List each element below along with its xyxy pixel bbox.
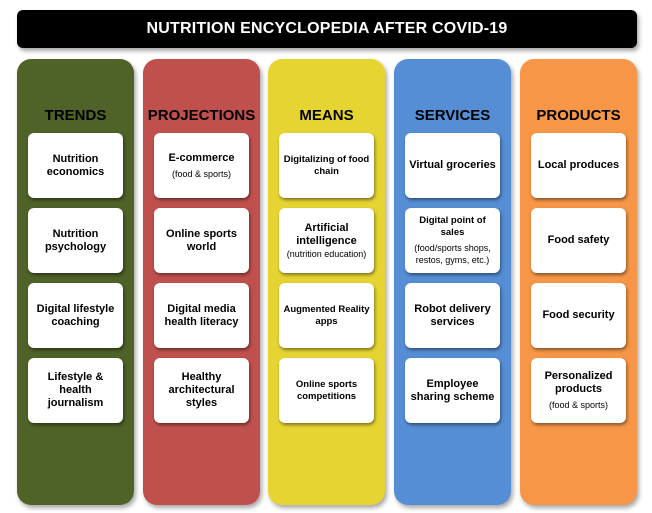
- card: Local produces: [531, 133, 626, 198]
- card-label: Robot delivery services: [414, 302, 491, 328]
- card: Robot delivery services: [405, 283, 500, 348]
- card-label: Digitalizing of food chain: [283, 153, 370, 177]
- card: Food safety: [531, 208, 626, 273]
- card-sublabel: (food/sports shops, restos, gyms, etc.): [414, 243, 491, 265]
- card-label: Food security: [542, 309, 615, 321]
- diagram-title: NUTRITION ENCYCLOPEDIA AFTER COVID-19: [17, 10, 637, 48]
- card-label: E-commerce: [168, 151, 235, 164]
- card: Digital media health literacy: [154, 283, 249, 348]
- card: Online sports world: [154, 208, 249, 273]
- card: Artificial intelligence (nutrition educat…: [279, 208, 374, 273]
- card-sublabel: (nutrition education): [286, 248, 367, 259]
- card-label: Healthy architectural styles: [168, 371, 235, 409]
- card-label: Food safety: [547, 234, 610, 246]
- card: Digital lifestyle coaching: [28, 283, 123, 348]
- column-title: PROJECTIONS: [147, 107, 256, 124]
- column-title: PRODUCTS: [536, 107, 621, 124]
- card-label: Online sports competitions: [295, 378, 358, 402]
- card-label: Lifestyle & health journalism: [47, 371, 104, 409]
- card-label: Personalized products: [544, 370, 613, 395]
- card: Nutrition economics: [28, 133, 123, 198]
- card-label: Nutrition psychology: [44, 227, 107, 253]
- card: Virtual groceries: [405, 133, 500, 198]
- card-label: Local produces: [537, 159, 620, 171]
- card: Lifestyle & health journalism: [28, 358, 123, 423]
- column-means: MEANSIIIDigitalizing of food chainArtifi…: [268, 59, 385, 505]
- card: E-commerce (food & sports): [154, 133, 249, 198]
- card-label: Digital point of sales: [419, 215, 486, 238]
- card-label: Digital lifestyle coaching: [36, 302, 115, 328]
- column-title: TRENDS: [44, 107, 107, 124]
- card-label: Augmented Reality apps: [283, 303, 370, 327]
- card: Augmented Reality apps: [279, 283, 374, 348]
- card: Employee sharing scheme: [405, 358, 500, 423]
- card-sublabel: (food & sports): [171, 168, 232, 179]
- card: Healthy architectural styles: [154, 358, 249, 423]
- card-label: Employee sharing scheme: [410, 377, 495, 403]
- column-title: MEANS: [299, 107, 354, 124]
- card-label: Artificial intelligence: [296, 221, 357, 247]
- card: Digitalizing of food chain: [279, 133, 374, 198]
- card-label: Digital media health literacy: [164, 302, 239, 328]
- column-title: SERVICES: [414, 107, 491, 124]
- card: Digital point of sales (food/sports shops…: [405, 208, 500, 273]
- card: Food security: [531, 283, 626, 348]
- card: Personalized products (food & sports): [531, 358, 626, 423]
- column-projections: PROJECTIONSIIE-commerce(food & sports)On…: [143, 59, 260, 505]
- card-label: Nutrition economics: [46, 152, 105, 178]
- card-label: Online sports world: [166, 227, 237, 253]
- card: Nutrition psychology: [28, 208, 123, 273]
- card-sublabel: (food & sports): [548, 400, 609, 410]
- card-label: Virtual groceries: [409, 159, 496, 171]
- card: Online sports competitions: [279, 358, 374, 423]
